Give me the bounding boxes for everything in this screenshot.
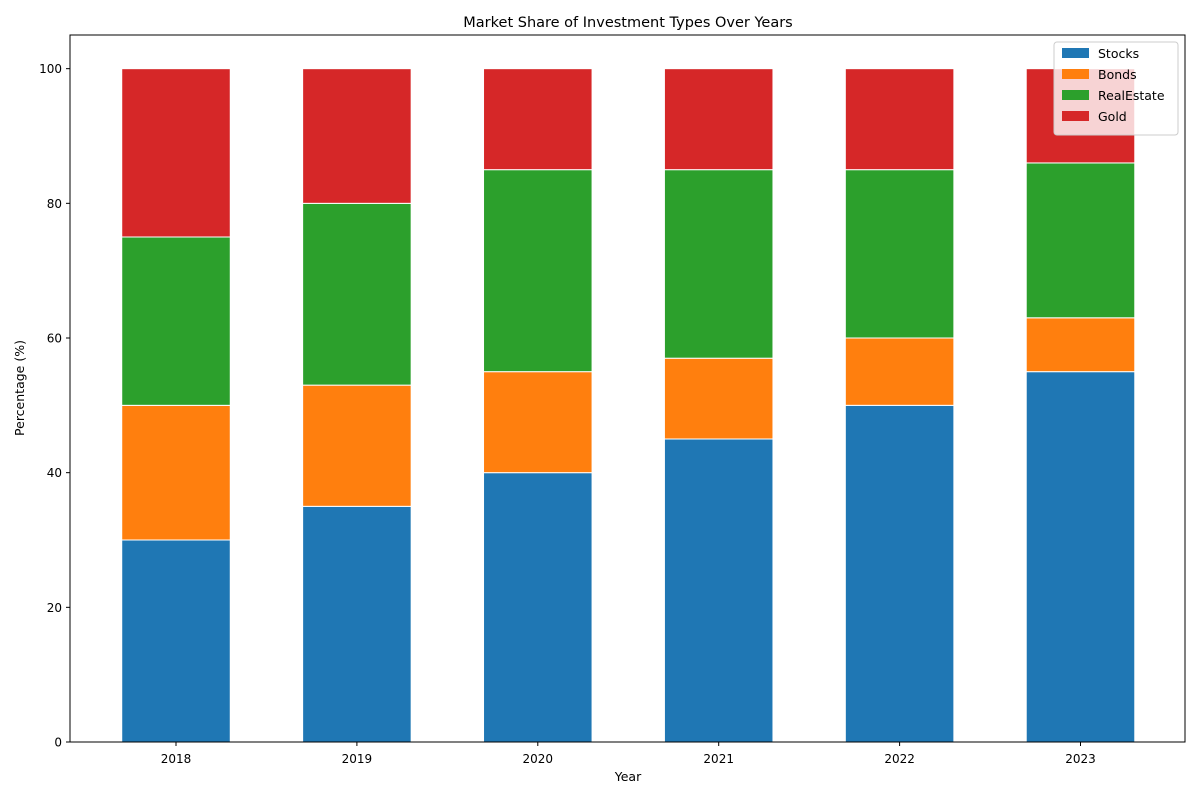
y-tick-label: 40 — [47, 466, 62, 480]
x-axis-label: Year — [614, 769, 642, 784]
plot-frame — [69, 34, 1186, 743]
bar-realestate-2018 — [121, 236, 231, 406]
x-tick-label: 2018 — [161, 752, 192, 766]
bar-stocks-2018 — [121, 539, 231, 743]
x-tick-label: 2019 — [342, 752, 373, 766]
x-tick-label: 2021 — [703, 752, 734, 766]
legend-label-realestate: RealEstate — [1098, 88, 1165, 103]
legend-swatch-stocks — [1062, 48, 1089, 58]
bar-realestate-2019 — [302, 202, 412, 386]
bar-bonds-2018 — [121, 404, 231, 541]
bar-gold-2018 — [121, 68, 231, 238]
bar-stocks-2022 — [844, 404, 955, 743]
bar-bonds-2021 — [663, 357, 774, 440]
legend-label-bonds: Bonds — [1098, 67, 1137, 82]
bar-bonds-2020 — [483, 371, 593, 474]
bar-realestate-2021 — [663, 169, 774, 359]
x-axis: 2018 2019 2020 2021 2022 2023 — [161, 742, 1096, 766]
y-tick-label: 0 — [54, 736, 62, 750]
y-axis: 0 20 40 60 80 100 — [39, 62, 70, 750]
bar-gold-2022 — [844, 68, 955, 171]
y-axis-label: Percentage (%) — [12, 340, 27, 436]
bar-bonds-2023 — [1025, 317, 1136, 373]
legend-swatch-realestate — [1062, 90, 1089, 100]
bars-group — [121, 68, 1136, 743]
bar-realestate-2023 — [1025, 162, 1136, 319]
bar-realestate-2020 — [483, 169, 593, 373]
bar-bonds-2019 — [302, 384, 412, 507]
bar-stocks-2020 — [483, 472, 593, 743]
y-tick-label: 100 — [39, 62, 62, 76]
legend-label-stocks: Stocks — [1098, 46, 1139, 61]
legend-swatch-gold — [1062, 111, 1089, 121]
x-tick-label: 2020 — [523, 752, 554, 766]
bar-gold-2020 — [483, 68, 593, 171]
y-tick-label: 80 — [47, 197, 62, 211]
bar-stocks-2019 — [302, 505, 412, 743]
legend: Stocks Bonds RealEstate Gold — [1053, 41, 1179, 136]
legend-label-gold: Gold — [1098, 109, 1127, 124]
bar-gold-2019 — [302, 68, 412, 204]
bar-stocks-2021 — [663, 438, 774, 743]
bar-realestate-2022 — [844, 169, 955, 339]
x-tick-label: 2022 — [884, 752, 915, 766]
x-tick-label: 2023 — [1065, 752, 1096, 766]
bar-gold-2021 — [663, 68, 774, 171]
bar-stocks-2023 — [1025, 371, 1136, 743]
y-tick-label: 60 — [47, 332, 62, 346]
legend-swatch-bonds — [1062, 69, 1089, 79]
y-tick-label: 20 — [47, 601, 62, 615]
chart-title: Market Share of Investment Types Over Ye… — [463, 15, 792, 31]
bar-bonds-2022 — [844, 337, 955, 406]
